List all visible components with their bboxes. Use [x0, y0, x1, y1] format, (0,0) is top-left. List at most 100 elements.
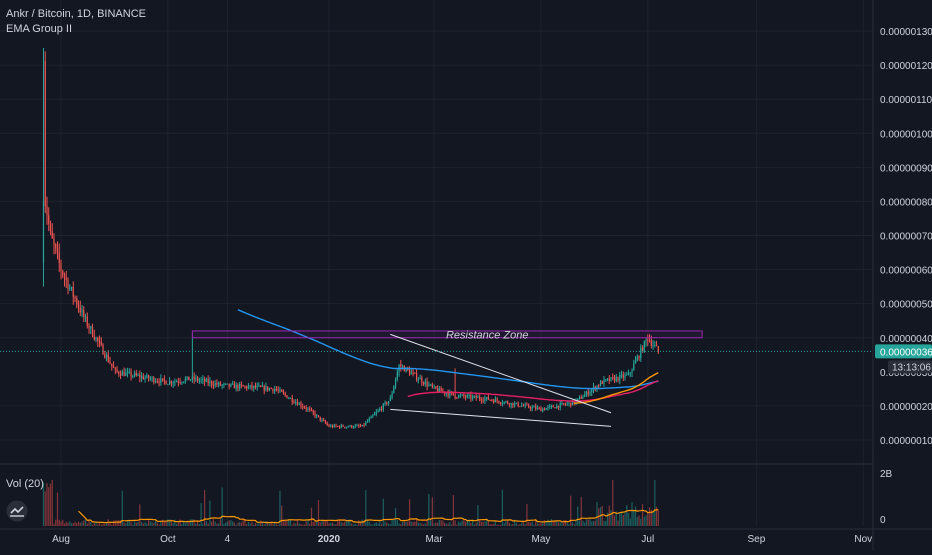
candle-body [468, 394, 470, 396]
volume-bar [244, 519, 246, 526]
candle-body [209, 381, 211, 384]
volume-bar [657, 510, 659, 526]
candle-body [235, 384, 237, 389]
candle-body [531, 407, 533, 409]
volume-bar [408, 499, 411, 526]
volume-bar [505, 520, 507, 526]
volume-bar [347, 519, 349, 526]
volume-bar [48, 487, 50, 526]
volume-bar [261, 522, 264, 526]
time-tick-label: Sep [748, 534, 766, 545]
candle-body [179, 382, 181, 384]
candle-body [76, 298, 78, 305]
volume-bar [540, 523, 542, 526]
volume-bar [358, 520, 360, 526]
symbol-title[interactable]: Ankr / Bitcoin, 1D, BINANCE [6, 8, 146, 20]
volume-bar [428, 493, 430, 526]
volume-bar [219, 519, 222, 526]
volume-bar [503, 523, 505, 526]
volume-bar [443, 522, 446, 526]
volume-bar [641, 503, 644, 526]
candle-body [629, 372, 631, 374]
volume-bar [163, 520, 165, 526]
volume-bar [263, 524, 265, 526]
candle-body [317, 415, 320, 417]
indicator-label[interactable]: EMA Group II [6, 23, 73, 35]
volume-bar [631, 501, 633, 526]
volume-bar [500, 524, 502, 526]
candle-body [582, 397, 584, 399]
candle-body [606, 378, 609, 380]
candle-body [167, 384, 169, 386]
volume-bar [514, 519, 516, 526]
candle-body [62, 271, 64, 276]
volume-bar [638, 515, 640, 526]
volume-bar [193, 519, 195, 526]
volume-label[interactable]: Vol (20) [6, 478, 44, 490]
candle-body [603, 379, 605, 384]
volume-bar [519, 524, 521, 526]
volume-tick-label: 2B [880, 469, 893, 480]
candle-body [279, 389, 281, 391]
volume-bar [605, 520, 607, 526]
candle-body [429, 384, 432, 386]
volume-bar [549, 521, 551, 526]
price-axis[interactable]: 0.00000130 0.00000120 0.00000110 0.00000100… [875, 27, 932, 526]
candle-body [221, 384, 223, 386]
candle-body [295, 402, 297, 404]
volume-bar [251, 521, 253, 526]
volume-bar [303, 524, 306, 526]
candle-body [608, 378, 610, 382]
candles-group [42, 48, 659, 429]
candle-body [239, 384, 241, 389]
candle-body [480, 399, 483, 401]
candle-body [140, 376, 143, 378]
candle-body [298, 403, 300, 405]
candle-body [137, 374, 139, 376]
candle-body [223, 383, 225, 385]
volume-bar [375, 522, 377, 526]
candle-body [109, 361, 111, 364]
volume-bar [69, 521, 71, 526]
candle-body [647, 340, 649, 342]
candle-body [184, 378, 186, 382]
ema-orange-line [574, 372, 659, 404]
candle-body [58, 252, 60, 263]
candle-body [417, 379, 419, 381]
volume-bar [650, 509, 652, 526]
candle-body [433, 386, 435, 388]
volume-bar [91, 524, 94, 526]
volume-bar [246, 524, 248, 526]
volume-bar [461, 520, 463, 526]
candle-body [93, 336, 95, 340]
tradingview-logo-icon[interactable] [6, 500, 28, 522]
candle-body [487, 397, 490, 400]
candle-body [161, 378, 164, 380]
volume-bar [363, 519, 365, 526]
candle-body [449, 392, 451, 396]
time-axis[interactable]: Aug Oct 4 2020 Mar May Jul Sep Nov [52, 534, 872, 545]
volume-bar [356, 524, 358, 526]
candle-body [510, 402, 512, 406]
candle-body [146, 375, 148, 378]
candle-body [379, 408, 381, 411]
volume-bar [242, 520, 244, 526]
volume-bar [130, 522, 132, 526]
candle-body [319, 416, 321, 421]
candle-body [53, 238, 55, 245]
candle-body [144, 377, 146, 380]
volume-bar [237, 522, 239, 526]
volume-bar [77, 521, 80, 526]
candle-body [428, 384, 430, 386]
volume-bar [74, 521, 76, 526]
candle-body [652, 345, 654, 347]
candle-body [270, 388, 272, 390]
candle-body [197, 377, 199, 381]
candle-body [528, 404, 530, 408]
candle-body [638, 356, 640, 359]
volume-bar [345, 521, 348, 526]
volume-bar [640, 518, 642, 526]
